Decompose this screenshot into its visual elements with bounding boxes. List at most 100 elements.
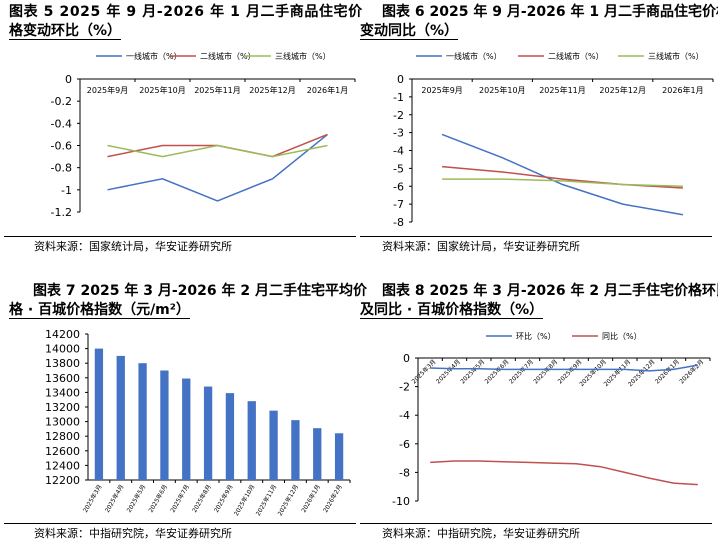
c6-x-tick-label: 2025年12月 bbox=[599, 85, 646, 95]
c8-series-line-1 bbox=[430, 364, 698, 372]
c7-bar bbox=[160, 370, 169, 480]
c7-bar bbox=[94, 348, 104, 480]
c6-y-tick-label: -2 bbox=[393, 109, 404, 122]
chart6-title-line2: 变动同比（%） bbox=[360, 23, 459, 40]
c5-y-tick-label: -1.2 bbox=[51, 206, 72, 219]
chart6-source-rule bbox=[360, 236, 712, 237]
c8-x-tick-label: 2025年4月 bbox=[434, 358, 462, 386]
chart7-title-line1: 图表 7 2025 年 3 月-2026 年 2 月二手住宅平均价 bbox=[33, 283, 367, 299]
c7-y-tick-label: 13000 bbox=[45, 416, 80, 429]
c6-series-line-3 bbox=[442, 178, 683, 188]
c7-bar bbox=[182, 378, 191, 480]
chart6-title-line1: 图表 6 2025 年 9 月-2026 年 1 月二手商品住宅价格 bbox=[382, 4, 718, 20]
c5-series-line-3 bbox=[107, 144, 328, 158]
c5-y-tick-label: -0.6 bbox=[51, 140, 72, 153]
c7-y-tick-label: 12800 bbox=[45, 430, 80, 443]
c7-bar bbox=[334, 433, 344, 480]
c5-y-tick-label: -0.2 bbox=[51, 95, 72, 108]
chart8-source: 资料来源：中指研究院，华安证券研究所 bbox=[382, 527, 580, 540]
c8-y-tick-label: -10 bbox=[392, 495, 410, 508]
c7-x-tick-label: 2026年1月 bbox=[300, 483, 322, 514]
chart8-title: 图表 8 2025 年 3 月-2026 年 2 月二手住宅价格环比 及同比 ·… bbox=[360, 282, 718, 320]
chart5-title-line2: 格变动环比（%） bbox=[9, 23, 122, 40]
c7-y-tick-label: 12600 bbox=[45, 445, 80, 458]
c7-bar bbox=[225, 393, 235, 480]
c7-x-tick-label: 2025年9月 bbox=[212, 483, 234, 514]
c6-y-tick-label: -1 bbox=[393, 91, 404, 104]
c7-x-tick-label: 2025年11月 bbox=[254, 483, 278, 517]
c6-y-tick-label: -7 bbox=[393, 198, 404, 211]
c6-y-tick-label: -5 bbox=[393, 162, 404, 175]
c7-bar bbox=[313, 428, 322, 480]
c7-bar bbox=[138, 363, 147, 480]
c7-x-tick-label: 2025年6月 bbox=[147, 483, 169, 514]
c7-y-tick-label: 12400 bbox=[45, 459, 80, 472]
c7-y-tick-label: 13800 bbox=[45, 357, 80, 370]
c6-y-tick-label: -6 bbox=[393, 180, 404, 193]
c5-y-tick-label: -0.4 bbox=[51, 117, 72, 130]
c5-legend-label-3: 三线城市（%） bbox=[275, 51, 331, 61]
c5-y-tick-label: -1 bbox=[61, 184, 72, 197]
chart8-title-line2: 及同比 · 百城价格指数（%） bbox=[360, 302, 544, 319]
chart6-source: 资料来源：国家统计局，华安证券研究所 bbox=[382, 240, 580, 253]
c5-y-tick-label: 0 bbox=[65, 73, 72, 86]
c7-y-tick-label: 13200 bbox=[45, 401, 80, 414]
c7-bar bbox=[247, 401, 256, 480]
c5-x-tick-label: 2026年1月 bbox=[307, 85, 348, 95]
chart5-title-line1: 图表 5 2025 年 9 月-2026 年 1 月二手商品住宅价 bbox=[9, 4, 363, 20]
c7-bar bbox=[291, 420, 300, 480]
chart7-title-line2: 格 · 百城价格指数（元/m²） bbox=[9, 302, 190, 319]
c7-x-tick-label: 2026年2月 bbox=[321, 483, 343, 514]
c8-series-line-2 bbox=[430, 460, 698, 486]
c6-x-tick-label: 2025年11月 bbox=[539, 85, 586, 95]
c8-x-tick-label: 2026年2月 bbox=[678, 358, 706, 386]
chart6-title: 图表 6 2025 年 9 月-2026 年 1 月二手商品住宅价格 变动同比（… bbox=[360, 3, 718, 41]
c5-y-tick-label: -0.8 bbox=[51, 162, 72, 175]
c7-x-tick-label: 2025年5月 bbox=[125, 483, 147, 514]
chart5-title: 图表 5 2025 年 9 月-2026 年 1 月二手商品住宅价 格变动环比（… bbox=[9, 3, 363, 41]
c8-x-tick-label: 2025年3月 bbox=[410, 358, 438, 386]
c5-x-tick-label: 2025年10月 bbox=[139, 85, 186, 95]
chart5-source: 资料来源：国家统计局，华安证券研究所 bbox=[34, 240, 232, 253]
c8-y-tick-label: -6 bbox=[399, 438, 410, 451]
c7-bar bbox=[116, 355, 125, 480]
c7-y-tick-label: 13600 bbox=[45, 372, 80, 385]
c8-legend-label-2: 同比（%） bbox=[602, 331, 642, 341]
c7-x-tick-label: 2025年3月 bbox=[81, 483, 103, 514]
c6-y-tick-label: 0 bbox=[397, 73, 404, 86]
c5-legend-label-1: 一线城市（%） bbox=[126, 51, 182, 61]
chart6-plot: 0 -1 -2 -3 -4 -5 -6 -7 -8 2025年9月 2025年10月 2025年11月… bbox=[393, 51, 714, 229]
c7-y-tick-label: 13400 bbox=[45, 386, 80, 399]
c7-x-tick-label: 2025年12月 bbox=[276, 483, 300, 517]
c7-x-tick-label: 2025年10月 bbox=[232, 483, 256, 517]
c7-bar bbox=[203, 386, 213, 480]
chart7-source-rule bbox=[4, 523, 356, 524]
c6-y-tick-label: -3 bbox=[393, 127, 404, 140]
c6-x-tick-label: 2025年9月 bbox=[421, 85, 462, 95]
c6-y-tick-label: -4 bbox=[393, 145, 404, 158]
c7-y-tick-label: 14000 bbox=[45, 343, 80, 356]
c7-x-tick-label: 2025年7月 bbox=[169, 483, 191, 514]
c6-legend-label-2: 二线城市（%） bbox=[548, 51, 604, 61]
c5-legend-label-2: 二线城市（%） bbox=[200, 51, 256, 61]
c7-x-tick-label: 2025年8月 bbox=[190, 483, 212, 514]
c7-y-tick-label: 12200 bbox=[45, 474, 80, 487]
c8-y-tick-label: -4 bbox=[399, 409, 410, 422]
c8-y-tick-label: 0 bbox=[403, 352, 410, 365]
c6-legend-label-3: 三线城市（%） bbox=[648, 51, 704, 61]
c5-x-tick-label: 2025年12月 bbox=[249, 85, 296, 95]
c8-legend-label-1: 环比（%） bbox=[516, 331, 556, 341]
c8-x-tick-label: 2025年7月 bbox=[507, 358, 535, 386]
c8-x-tick-label: 2025年6月 bbox=[483, 358, 511, 386]
c6-x-tick-label: 2026年1月 bbox=[662, 85, 703, 95]
c8-x-tick-label: 2025年8月 bbox=[532, 358, 560, 386]
c8-y-tick-label: -2 bbox=[399, 381, 410, 394]
chart8-plot: 0 -2 -4 -6 -8 -10 2025年3月2025年4月2025年5月2025年6月… bbox=[392, 331, 711, 508]
c6-legend-label-1: 一线城市（%） bbox=[446, 51, 502, 61]
c8-y-tick-label: -8 bbox=[399, 466, 410, 479]
chart8-source-rule bbox=[360, 523, 712, 524]
c6-x-tick-label: 2025年10月 bbox=[479, 85, 526, 95]
c7-bar bbox=[269, 410, 278, 480]
c5-series-line-1 bbox=[107, 133, 328, 202]
